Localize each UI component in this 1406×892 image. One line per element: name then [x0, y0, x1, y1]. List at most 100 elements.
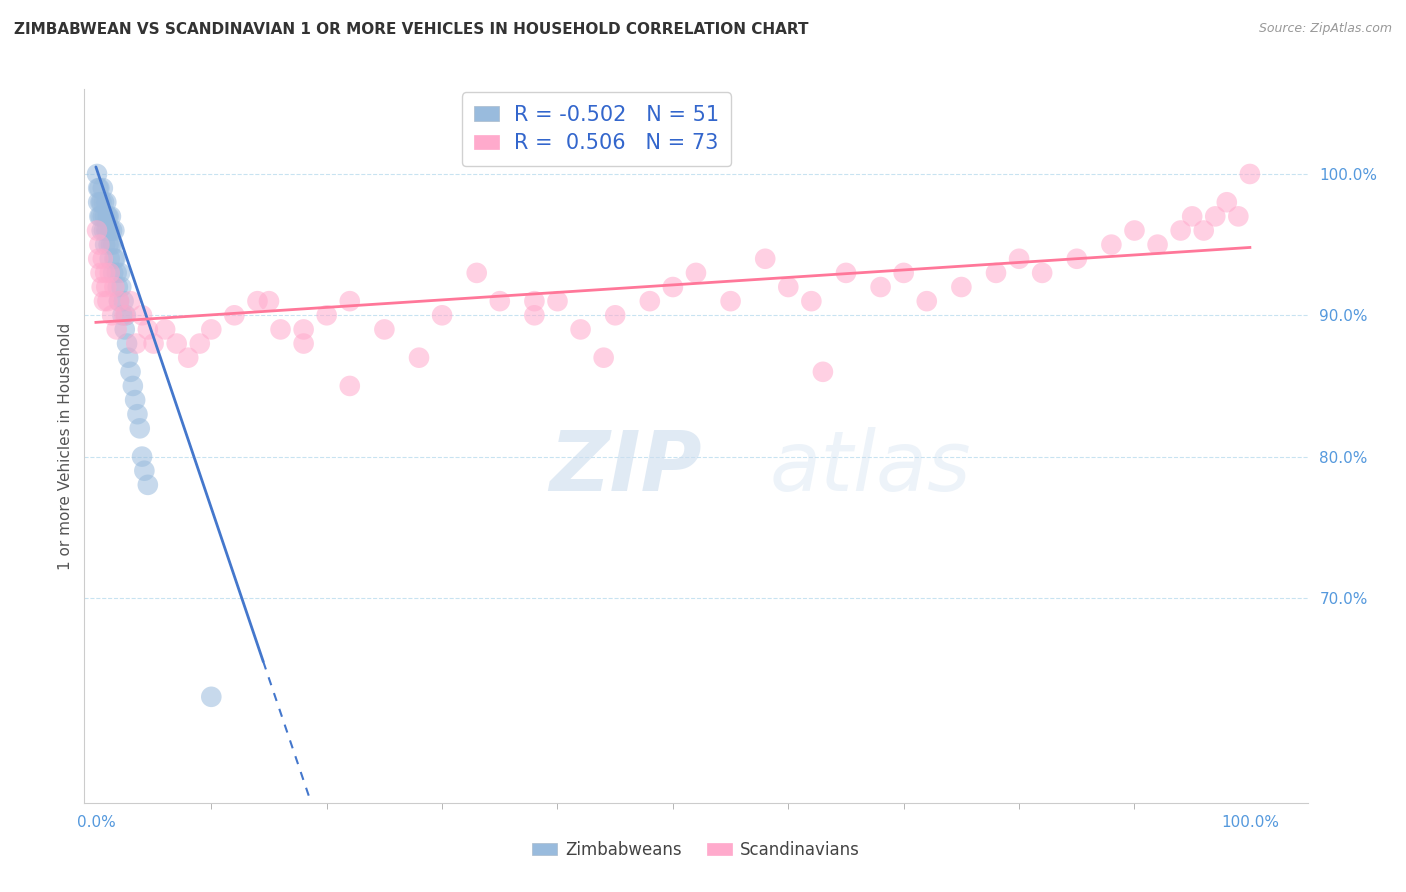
Point [103, 266, 125, 280]
Point [339, 294, 361, 309]
Point [94, 210, 117, 224]
Point [257, 294, 280, 309]
Point [131, 450, 153, 464]
Point [96, 210, 118, 224]
Point [97, 210, 120, 224]
Point [1227, 210, 1250, 224]
Point [1008, 252, 1031, 266]
Point [93, 223, 115, 237]
Point [1170, 223, 1192, 237]
Point [835, 266, 858, 280]
Point [91, 252, 114, 266]
Point [142, 336, 165, 351]
Point [120, 365, 142, 379]
Point [96, 280, 118, 294]
Point [98, 252, 121, 266]
Point [915, 294, 938, 309]
Point [136, 322, 159, 336]
Point [292, 336, 315, 351]
Y-axis label: 1 or more Vehicles in Household: 1 or more Vehicles in Household [58, 322, 73, 570]
Point [93, 294, 115, 309]
Point [105, 266, 128, 280]
Point [90, 223, 112, 237]
Point [408, 351, 430, 365]
Point [89, 210, 111, 224]
Point [86, 223, 108, 237]
Text: Source: ZipAtlas.com: Source: ZipAtlas.com [1258, 22, 1392, 36]
Point [246, 294, 269, 309]
Point [121, 379, 143, 393]
Point [93, 195, 115, 210]
Text: ZIMBABWEAN VS SCANDINAVIAN 1 OR MORE VEHICLES IN HOUSEHOLD CORRELATION CHART: ZIMBABWEAN VS SCANDINAVIAN 1 OR MORE VEH… [14, 22, 808, 37]
Point [224, 308, 246, 322]
Point [547, 294, 569, 309]
Point [89, 195, 111, 210]
Point [166, 336, 188, 351]
Point [117, 351, 139, 365]
Point [131, 308, 153, 322]
Point [103, 252, 125, 266]
Point [96, 223, 118, 237]
Point [523, 294, 546, 309]
Point [373, 322, 395, 336]
Point [97, 237, 120, 252]
Point [96, 223, 118, 237]
Text: atlas: atlas [769, 427, 972, 508]
Point [488, 294, 510, 309]
Point [91, 181, 114, 195]
Point [91, 210, 114, 224]
Point [1239, 167, 1261, 181]
Point [114, 322, 136, 336]
Point [778, 280, 800, 294]
Point [110, 280, 132, 294]
Point [103, 223, 125, 237]
Point [200, 690, 222, 704]
Point [1146, 237, 1168, 252]
Point [89, 266, 111, 280]
Point [869, 280, 891, 294]
Text: ZIP: ZIP [550, 427, 702, 508]
Point [108, 294, 131, 309]
Point [1099, 237, 1122, 252]
Point [430, 308, 453, 322]
Legend: Zimbabweans, Scandinavians: Zimbabweans, Scandinavians [526, 835, 866, 866]
Point [112, 294, 135, 309]
Point [100, 237, 122, 252]
Point [569, 322, 592, 336]
Point [87, 181, 110, 195]
Point [89, 210, 111, 224]
Point [136, 478, 159, 492]
Point [893, 266, 915, 280]
Point [662, 280, 685, 294]
Point [87, 195, 110, 210]
Point [128, 421, 150, 435]
Point [1192, 223, 1215, 237]
Point [134, 464, 156, 478]
Point [89, 237, 111, 252]
Point [685, 266, 707, 280]
Point [292, 322, 315, 336]
Point [89, 181, 111, 195]
Point [465, 266, 488, 280]
Point [592, 351, 614, 365]
Point [103, 280, 125, 294]
Point [270, 322, 292, 336]
Point [94, 266, 117, 280]
Point [107, 280, 129, 294]
Point [605, 308, 627, 322]
Point [87, 252, 110, 266]
Point [315, 308, 337, 322]
Point [105, 322, 128, 336]
Point [111, 308, 134, 322]
Point [90, 280, 112, 294]
Point [188, 336, 211, 351]
Point [124, 393, 146, 408]
Point [114, 308, 136, 322]
Point [339, 379, 361, 393]
Point [1066, 252, 1088, 266]
Point [1123, 223, 1146, 237]
Point [90, 195, 112, 210]
Point [86, 167, 108, 181]
Point [200, 322, 222, 336]
Point [1031, 266, 1053, 280]
